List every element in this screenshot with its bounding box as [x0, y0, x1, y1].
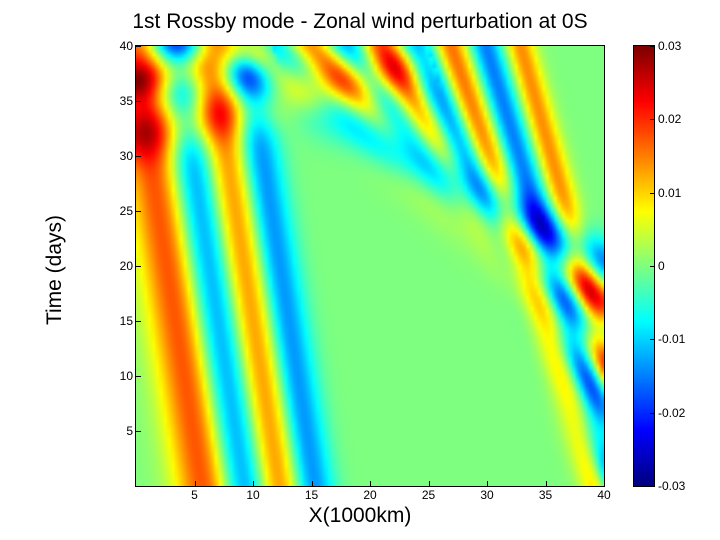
y-tick-mark [136, 46, 141, 47]
y-tick-label: 25 [120, 204, 133, 218]
y-tick-mark [136, 156, 141, 157]
heatmap-canvas [136, 46, 604, 486]
y-tick-mark [136, 101, 141, 102]
y-tick-label: 30 [120, 149, 133, 163]
colorbar-tick-mark [650, 486, 654, 487]
colorbar-tick-mark [650, 413, 654, 414]
y-axis-label: Time (days) [43, 215, 67, 325]
y-tick-label: 20 [120, 259, 133, 273]
x-axis-label: X(1000km) [0, 504, 720, 528]
y-tick-mark [136, 266, 141, 267]
colorbar-ticks: 0.030.020.010-0.01-0.02-0.03 [654, 46, 704, 486]
y-tick-mark [136, 321, 141, 322]
colorbar-tick-mark [650, 193, 654, 194]
y-tick-label: 10 [120, 369, 133, 383]
colorbar-tick-mark [650, 266, 654, 267]
colorbar-tick-label: 0 [658, 259, 665, 273]
colorbar-tick-label: -0.02 [658, 406, 685, 420]
colorbar-tick-label: 0.02 [658, 112, 681, 126]
x-tick-label: 40 [597, 488, 610, 502]
x-tick-label: 5 [191, 488, 198, 502]
x-tick-mark [312, 481, 313, 486]
x-tick-label: 10 [246, 488, 259, 502]
x-tick-mark [253, 481, 254, 486]
y-tick-label: 5 [126, 424, 133, 438]
x-tick-mark [487, 481, 488, 486]
colorbar-tick-mark [650, 46, 654, 47]
y-tick-mark [136, 376, 141, 377]
colorbar-tick-label: 0.01 [658, 186, 681, 200]
y-axis-ticks: 510152025303540 [101, 46, 133, 486]
y-tick-mark [136, 431, 141, 432]
x-tick-mark [195, 481, 196, 486]
x-tick-mark [370, 481, 371, 486]
y-tick-label: 15 [120, 314, 133, 328]
heatmap-plot: 510152025303540 510152025303540 [135, 45, 605, 487]
y-tick-label: 35 [120, 94, 133, 108]
colorbar-tick-label: -0.03 [658, 479, 685, 493]
x-tick-label: 30 [480, 488, 493, 502]
x-tick-label: 15 [305, 488, 318, 502]
x-tick-label: 25 [422, 488, 435, 502]
x-tick-mark [604, 481, 605, 486]
chart-title: 1st Rossby mode - Zonal wind perturbatio… [0, 10, 720, 34]
x-axis-ticks: 510152025303540 [136, 488, 604, 506]
x-tick-label: 35 [539, 488, 552, 502]
colorbar: 0.030.020.010-0.01-0.02-0.03 [633, 45, 655, 487]
x-tick-label: 20 [363, 488, 376, 502]
y-tick-label: 40 [120, 39, 133, 53]
colorbar-tick-mark [650, 119, 654, 120]
colorbar-tick-label: 0.03 [658, 39, 681, 53]
y-tick-mark [136, 211, 141, 212]
x-tick-mark [429, 481, 430, 486]
colorbar-tick-label: -0.01 [658, 332, 685, 346]
colorbar-tick-mark [650, 339, 654, 340]
x-tick-mark [546, 481, 547, 486]
